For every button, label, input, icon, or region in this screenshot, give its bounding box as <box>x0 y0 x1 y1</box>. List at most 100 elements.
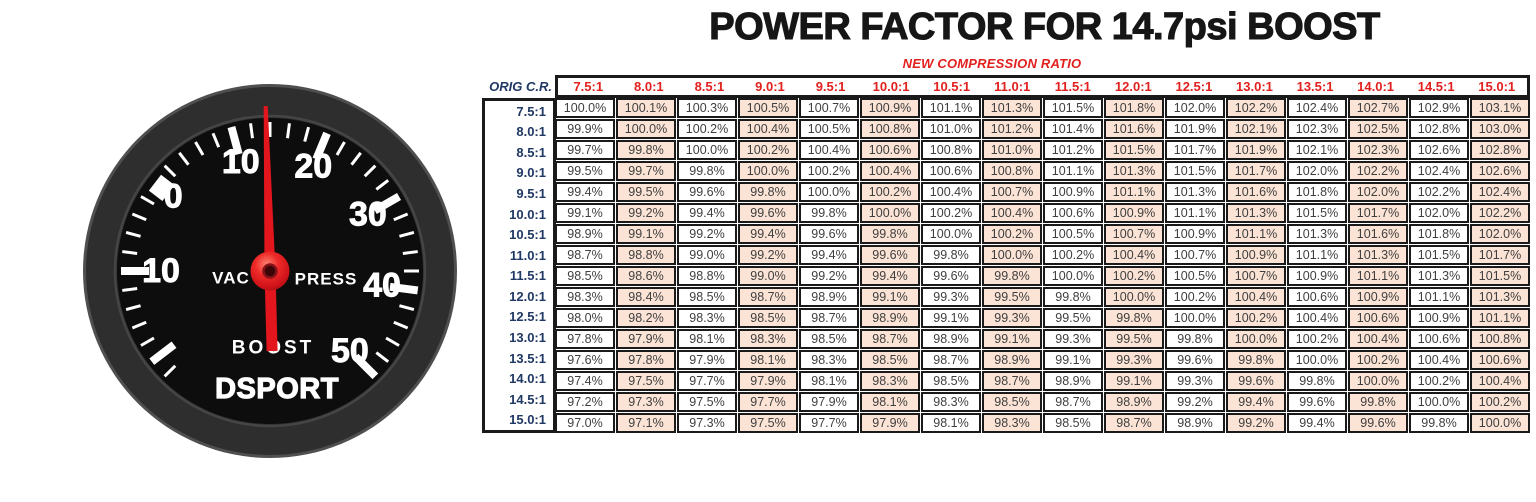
table-cell: 97.9% <box>677 350 737 370</box>
table-cell: 101.1% <box>1043 161 1103 181</box>
table-cell: 100.6% <box>1348 308 1408 328</box>
table-cell: 102.2% <box>1470 203 1530 223</box>
table-cell: 102.2% <box>1409 182 1469 202</box>
table-cell: 100.4% <box>1470 371 1530 391</box>
table-cell: 102.0% <box>1287 161 1347 181</box>
table-cell: 99.6% <box>738 203 798 223</box>
minor-tick <box>375 351 390 363</box>
major-tick <box>372 193 402 214</box>
table-cell: 99.6% <box>1287 392 1347 412</box>
table-cell: 101.2% <box>1043 140 1103 160</box>
minor-tick <box>178 151 190 166</box>
table-cell: 101.8% <box>1104 98 1164 118</box>
table-cell: 99.3% <box>982 308 1042 328</box>
table-cell: 100.9% <box>1043 182 1103 202</box>
table-cell: 100.6% <box>1470 350 1530 370</box>
table-cell: 100.7% <box>982 182 1042 202</box>
table-cell: 101.4% <box>1043 119 1103 139</box>
dial-number: 0 <box>164 178 183 216</box>
table-cell: 100.6% <box>921 161 981 181</box>
major-tick <box>227 126 243 156</box>
table-cell: 99.2% <box>616 203 676 223</box>
table-cell: 99.8% <box>1226 350 1286 370</box>
table-cell: 97.9% <box>799 392 859 412</box>
table-cell: 102.3% <box>1348 140 1408 160</box>
table-cell: 99.7% <box>555 140 615 160</box>
table-cell: 98.4% <box>616 287 676 307</box>
minor-tick <box>194 141 205 156</box>
row-label: 14.5:1 <box>509 391 546 407</box>
table-cell: 98.1% <box>677 329 737 349</box>
table-cell: 99.6% <box>860 245 920 265</box>
minor-tick <box>399 230 415 238</box>
row-label: 8.5:1 <box>516 144 546 160</box>
column-header: 13.0:1 <box>1236 79 1273 94</box>
table-cell: 101.1% <box>1104 182 1164 202</box>
table-cell: 102.4% <box>1470 182 1530 202</box>
table-cell: 101.1% <box>1409 287 1469 307</box>
table-cell: 98.7% <box>738 287 798 307</box>
table-cell: 100.8% <box>921 140 981 160</box>
table-cell: 98.9% <box>1165 413 1225 433</box>
minor-tick <box>125 304 141 312</box>
table-cell: 101.5% <box>1043 98 1103 118</box>
table-cell: 98.6% <box>616 266 676 286</box>
table-cell: 102.1% <box>1226 119 1286 139</box>
major-tick <box>389 282 419 295</box>
table-cell: 100.6% <box>860 140 920 160</box>
table-cell: 100.2% <box>1348 350 1408 370</box>
table-cell: 102.0% <box>1470 224 1530 244</box>
table-cell: 102.3% <box>1287 119 1347 139</box>
column-header: 13.5:1 <box>1296 79 1334 94</box>
row-label: 13.5:1 <box>509 350 546 366</box>
table-cell: 101.7% <box>1226 161 1286 181</box>
minor-tick <box>286 123 291 139</box>
table-cell: 100.4% <box>1226 287 1286 307</box>
row-label: 11.5:1 <box>509 268 546 284</box>
table-cell: 99.1% <box>982 329 1042 349</box>
table-cell: 99.8% <box>799 203 859 223</box>
table-cell: 101.6% <box>1104 119 1164 139</box>
table-cell: 100.2% <box>799 161 859 181</box>
table-cell: 98.9% <box>1104 392 1164 412</box>
table-cell: 99.5% <box>555 161 615 181</box>
table-cell: 102.2% <box>1348 161 1408 181</box>
table-cell: 97.2% <box>555 392 615 412</box>
table-cell: 99.4% <box>799 245 859 265</box>
table-cell: 100.0% <box>1470 413 1530 433</box>
table-cell: 98.9% <box>982 350 1042 370</box>
table-cell: 97.7% <box>677 371 737 391</box>
table-cell: 101.0% <box>982 140 1042 160</box>
table-cell: 99.6% <box>677 182 737 202</box>
table-cell: 98.7% <box>921 350 981 370</box>
table-cell: 97.4% <box>555 371 615 391</box>
table-cell: 102.2% <box>1226 98 1286 118</box>
column-header: 14.5:1 <box>1417 79 1455 94</box>
table-cell: 99.5% <box>1043 308 1103 328</box>
table-cell: 98.5% <box>738 308 798 328</box>
table-cell: 99.5% <box>1104 329 1164 349</box>
table-cell: 102.0% <box>1165 98 1225 118</box>
minor-tick <box>122 250 138 255</box>
table-cell: 99.6% <box>1348 413 1408 433</box>
table-cell: 100.9% <box>860 98 920 118</box>
table-cell: 101.5% <box>1287 203 1347 223</box>
dial-number: 50 <box>331 332 369 370</box>
table-cell: 99.8% <box>982 266 1042 286</box>
table-cell: 100.0% <box>1043 266 1103 286</box>
table-cell: 100.9% <box>1287 266 1347 286</box>
table-cell: 102.6% <box>1470 161 1530 181</box>
column-header: 8.5:1 <box>694 79 725 94</box>
table-cell: 101.9% <box>1226 140 1286 160</box>
table-cell: 99.7% <box>616 161 676 181</box>
minor-tick <box>335 141 346 156</box>
table-cell: 99.8% <box>1409 413 1469 433</box>
table-cell: 101.0% <box>921 119 981 139</box>
row-label: 12.0:1 <box>509 288 546 304</box>
minor-tick <box>131 212 147 222</box>
table-cell: 97.5% <box>677 392 737 412</box>
minor-tick <box>131 320 147 330</box>
column-header: 9.5:1 <box>815 79 846 94</box>
